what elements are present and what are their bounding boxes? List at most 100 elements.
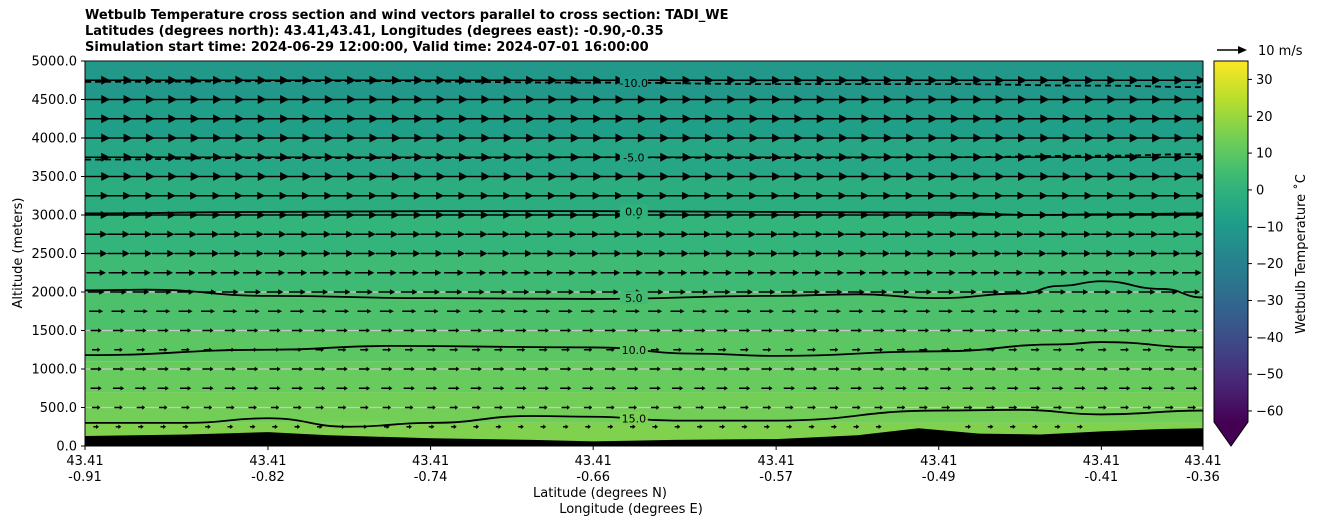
wind-vector (582, 386, 594, 391)
wind-vector (403, 386, 415, 391)
wind-vector (466, 269, 487, 276)
wind-vector (449, 405, 459, 410)
wind-vector (867, 230, 890, 238)
wind-vector (238, 75, 267, 85)
wind-vector (1066, 133, 1095, 143)
wind-vector (1031, 405, 1040, 410)
wind-vector (1022, 191, 1048, 200)
wind-vector (627, 328, 639, 333)
wind-vector (353, 249, 376, 258)
wind-vector (562, 424, 569, 429)
wind-vector (561, 405, 570, 410)
wind-vector (621, 249, 645, 258)
wind-vector (372, 95, 401, 104)
wind-vector (671, 328, 684, 333)
wind-vector (977, 210, 1004, 220)
wind-vector (530, 191, 556, 200)
wind-vector (806, 328, 818, 333)
wind-vector (936, 269, 956, 276)
wind-vector (529, 75, 558, 85)
wind-vector (937, 289, 955, 295)
wind-vector (283, 172, 312, 181)
wind-vector (129, 249, 153, 258)
wind-vector (1004, 289, 1022, 295)
wind-vector (494, 347, 503, 352)
wind-vector (400, 289, 418, 295)
wind-vector (1112, 191, 1138, 200)
wind-vector (730, 114, 759, 124)
wind-vector (395, 75, 424, 85)
wind-vector (90, 366, 102, 372)
wind-vector (740, 405, 749, 410)
wind-vector (226, 347, 235, 352)
wind-vector (783, 366, 795, 372)
wind-vector (641, 114, 670, 124)
y-tick-label: 1500.0 (32, 324, 78, 339)
contour-label-bg (619, 150, 648, 164)
wind-vector (1092, 269, 1113, 276)
wind-vector (642, 210, 668, 220)
wind-vector (711, 249, 734, 258)
wind-vector (1088, 114, 1117, 124)
wind-vector (316, 424, 323, 429)
wind-vector (1021, 152, 1050, 162)
wind-vector (919, 405, 928, 410)
wind-vector (85, 210, 109, 220)
wind-vector (149, 95, 178, 104)
wind-vector (399, 269, 420, 276)
wind-vector (193, 114, 222, 124)
wind-vector (305, 172, 334, 181)
wind-vector (138, 424, 144, 429)
wind-vector (596, 172, 625, 181)
wind-vector (403, 366, 415, 372)
wind-vector (797, 75, 826, 85)
wind-vector (694, 366, 706, 372)
wind-vector (509, 230, 533, 238)
wind-vector (775, 95, 804, 104)
wind-vector (957, 230, 980, 238)
wind-vector (1095, 309, 1110, 314)
wind-vector (85, 152, 111, 162)
wind-vector (1073, 309, 1088, 314)
wind-vector (150, 191, 176, 200)
wind-vector (1074, 328, 1086, 333)
wind-vector (596, 114, 625, 124)
wind-vector (149, 133, 178, 143)
wind-vector (420, 249, 443, 258)
wind-vector (1158, 230, 1181, 238)
wind-vector (87, 289, 105, 295)
wind-vector (1043, 133, 1072, 143)
wind-vector (205, 424, 211, 429)
wind-vector (850, 328, 863, 333)
wind-vector (719, 424, 726, 429)
wind-vector (1043, 172, 1072, 181)
wind-vector (888, 191, 914, 200)
wind-vector (135, 366, 147, 372)
wind-vector (428, 424, 435, 429)
y-tick-label: 3000.0 (32, 209, 78, 224)
wind-vector (554, 230, 577, 238)
wind-vector (575, 210, 601, 220)
wind-vector (1089, 191, 1115, 200)
wind-vector (382, 405, 392, 410)
wind-vector (1113, 249, 1136, 258)
wind-vector (463, 191, 489, 200)
wind-vector (486, 210, 512, 220)
y-tick-label: 4000.0 (32, 132, 78, 147)
wind-vector (157, 386, 169, 391)
wind-vector (799, 210, 825, 220)
wind-vector (126, 133, 155, 143)
wind-vector (716, 328, 728, 333)
wind-vector (1049, 289, 1067, 295)
wind-vector (1001, 249, 1025, 258)
wind-vector (156, 309, 171, 314)
wind-vector (217, 191, 243, 200)
wind-vector (820, 114, 849, 124)
wind-vector (157, 328, 169, 333)
wind-vector (337, 347, 347, 352)
wind-vector (641, 95, 670, 104)
wind-vector (666, 230, 689, 238)
wind-vector (976, 172, 1005, 181)
wind-vector (1155, 114, 1184, 124)
wind-vector (314, 328, 326, 333)
